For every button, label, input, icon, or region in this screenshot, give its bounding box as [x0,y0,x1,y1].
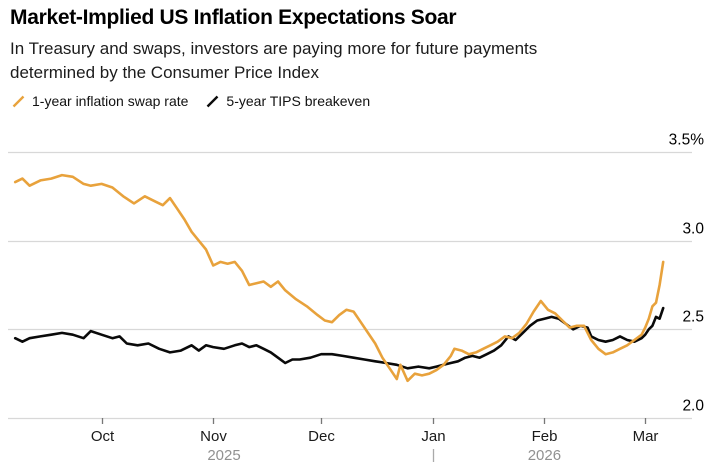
swap-rate-line-swatch-icon [12,95,25,107]
legend-label-swap-rate: 1-year inflation swap rate [32,93,189,109]
chart-subtitle-line-1: In Treasury and swaps, investors are pay… [10,39,538,58]
y-tick-label: 3.0 [682,221,704,238]
legend-item-tips-breakeven: 5-year TIPS breakeven [206,93,370,109]
y-tick-label: 2.5 [682,309,704,326]
series-line-tips-breakeven [13,306,665,370]
x-tick-label: Nov [200,428,227,445]
legend-label-tips-breakeven: 5-year TIPS breakeven [226,93,371,109]
x-tick-label: Mar [633,428,659,445]
chart-title: Market-Implied US Inflation Expectations… [10,6,457,29]
x-tick-label: Jan [421,428,445,445]
legend-item-swap-rate: 1-year inflation swap rate [12,93,188,109]
x-tick-label: Dec [308,428,335,445]
year-label: 2026 [528,447,561,464]
legend-swatch-line [207,95,219,107]
chart-legend: 1-year inflation swap rate 5-year TIPS b… [12,93,370,109]
x-tick-label: Feb [532,428,558,445]
chart-subtitle-line-2: determined by the Consumer Price Index [10,63,319,82]
y-tick-label: 3.5% [669,132,705,149]
y-tick-label: 2.0 [682,398,704,415]
x-tick-label: Oct [91,428,115,445]
tips-breakeven-line-swatch-icon [207,95,219,107]
legend-swatch-line [12,95,25,107]
chart-subtitle: In Treasury and swaps, investors are pay… [10,37,537,85]
series-line-swap-rate [13,173,665,383]
year-label: 2025 [207,447,240,464]
